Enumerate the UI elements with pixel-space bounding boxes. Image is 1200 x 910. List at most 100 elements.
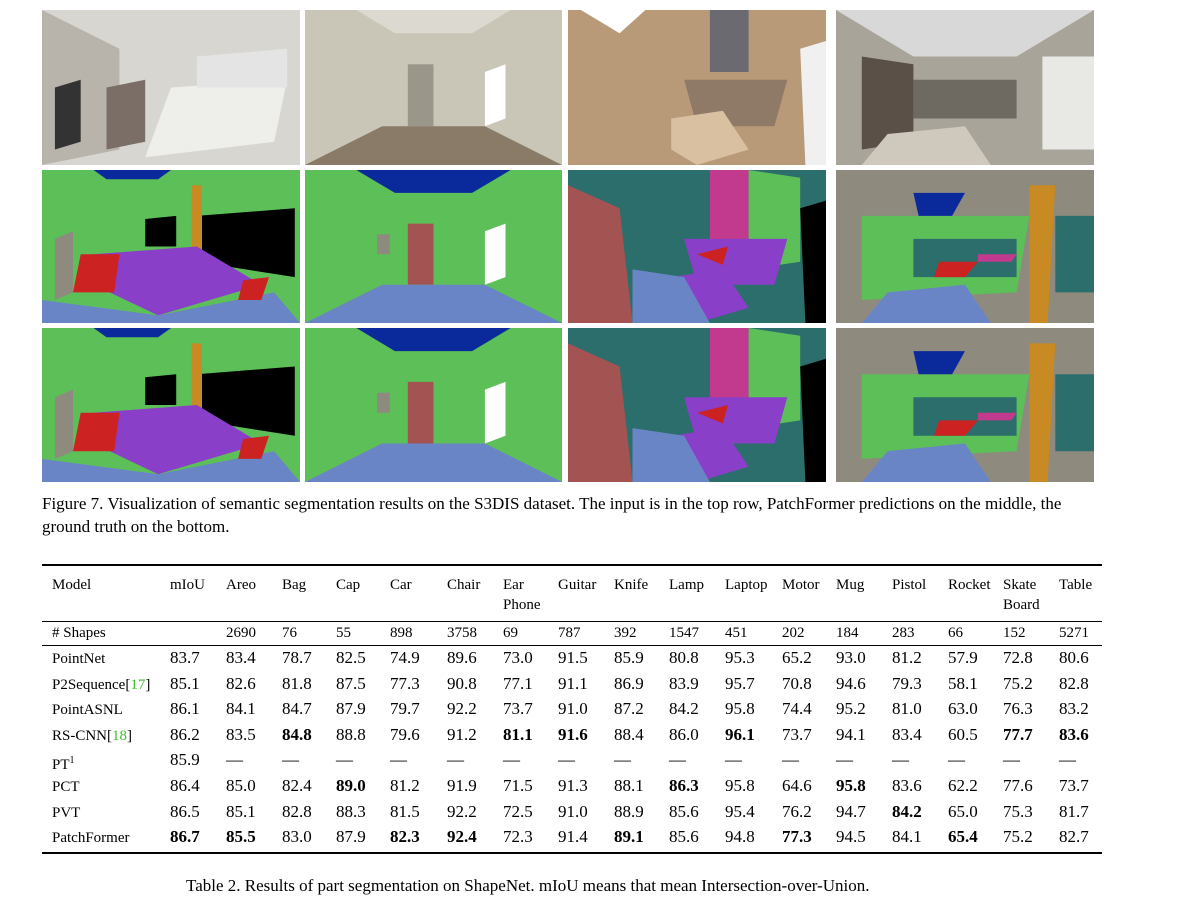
value-cell: 92.2 — [447, 801, 477, 821]
shapes-cell: 787 — [558, 625, 581, 641]
region — [934, 420, 978, 436]
bottom-rule — [42, 852, 1102, 854]
value-cell: 85.9 — [614, 648, 644, 667]
region — [632, 269, 710, 323]
value-cell: 88.3 — [336, 801, 366, 821]
value-cell: 86.3 — [669, 776, 699, 795]
value-cell: 89.1 — [614, 827, 644, 847]
region — [42, 292, 300, 323]
value-cell: 94.8 — [725, 827, 755, 847]
shapes-cell: 55 — [336, 625, 351, 641]
value-cell: 76.3 — [1003, 699, 1033, 719]
value-cell: 88.4 — [614, 724, 644, 744]
region — [377, 392, 390, 413]
region — [1042, 56, 1094, 150]
table-caption: Table 2. Results of part segmentation on… — [186, 876, 870, 895]
value-cell: — — [1003, 750, 1020, 770]
model: P2Sequence — [52, 676, 126, 693]
region — [377, 234, 390, 255]
value-cell: 95.8 — [725, 699, 755, 719]
value-cell: 73.7 — [1059, 776, 1089, 795]
header-cell: Motor — [782, 577, 820, 593]
header-cell: Skate Board — [1003, 577, 1040, 613]
value-cell: — — [503, 750, 520, 770]
value-cell: 88.9 — [614, 801, 644, 821]
value-cell: 85.5 — [226, 827, 256, 847]
panel — [836, 170, 1094, 323]
region — [54, 231, 73, 300]
value-cell: 75.2 — [1003, 673, 1033, 693]
region — [196, 208, 295, 278]
value-cell: 81.8 — [282, 673, 312, 693]
region — [800, 358, 826, 482]
value-cell: 79.3 — [892, 673, 922, 693]
value-cell: — — [558, 750, 575, 770]
value-cell: 91.2 — [447, 724, 477, 744]
value-cell: 82.3 — [390, 827, 420, 847]
value-cell: 89.0 — [336, 776, 366, 795]
panel — [568, 170, 826, 323]
region — [697, 405, 728, 424]
header-cell: Knife — [614, 577, 649, 593]
region — [484, 64, 506, 127]
value-cell: 84.8 — [282, 724, 312, 744]
footnote-mark: 1 — [69, 755, 75, 767]
value-cell: 83.2 — [1059, 699, 1089, 719]
value-cell: 87.2 — [614, 699, 644, 719]
value-cell: 93.0 — [836, 648, 866, 667]
value-cell: 95.4 — [725, 801, 755, 821]
shapes-cell: 3758 — [447, 625, 477, 641]
region — [93, 246, 262, 316]
shapes-cell: 451 — [725, 625, 748, 641]
region — [73, 254, 120, 293]
value-cell: 94.6 — [836, 673, 866, 693]
value-cell: 85.9 — [170, 750, 200, 770]
value-cell: 83.4 — [892, 724, 922, 744]
region — [568, 185, 633, 323]
value-cell: 81.2 — [390, 776, 420, 795]
value-cell: 91.0 — [558, 801, 588, 821]
value-cell: 87.9 — [336, 827, 366, 847]
value-cell: 72.5 — [503, 801, 533, 821]
region — [196, 366, 295, 436]
region — [407, 64, 434, 127]
model: PVT — [52, 804, 81, 821]
value-cell: 96.1 — [725, 724, 755, 744]
value-cell: — — [892, 750, 909, 770]
value-cell: 72.8 — [1003, 648, 1033, 667]
header-cell: Table — [1059, 577, 1093, 593]
value-cell: 64.6 — [782, 776, 812, 795]
value-cell: 94.1 — [836, 724, 866, 744]
region — [93, 405, 262, 475]
value-cell: 62.2 — [948, 776, 978, 795]
value-cell: 94.5 — [836, 827, 866, 847]
value-cell: 86.1 — [170, 699, 200, 719]
value-cell: 74.4 — [782, 699, 812, 719]
panel — [42, 170, 300, 323]
header-cell: Laptop — [725, 577, 768, 593]
region — [305, 126, 562, 165]
region — [407, 381, 434, 444]
shapes-cell: 1547 — [669, 625, 699, 641]
region — [861, 443, 991, 482]
value-cell: 77.3 — [782, 827, 812, 847]
region — [145, 374, 177, 405]
figure-panels — [42, 10, 1094, 482]
value-cell: 85.6 — [669, 827, 699, 847]
value-cell: 87.9 — [336, 699, 366, 719]
value-cell: 82.6 — [226, 673, 256, 693]
value-cell: 78.7 — [282, 648, 312, 667]
value-cell: — — [782, 750, 799, 770]
panel — [836, 10, 1094, 165]
model-name: RS-CNN[18] — [52, 726, 132, 746]
value-cell: 91.6 — [558, 724, 588, 744]
region — [1055, 374, 1094, 452]
region — [106, 79, 146, 150]
shapes-cell: 69 — [503, 625, 518, 641]
value-cell: 81.0 — [892, 699, 922, 719]
shapes-label: # Shapes — [52, 625, 106, 641]
value-cell: 83.7 — [170, 648, 200, 667]
value-cell: 65.4 — [948, 827, 978, 847]
value-cell: 90.8 — [447, 673, 477, 693]
header-cell: Rocket — [948, 577, 991, 593]
